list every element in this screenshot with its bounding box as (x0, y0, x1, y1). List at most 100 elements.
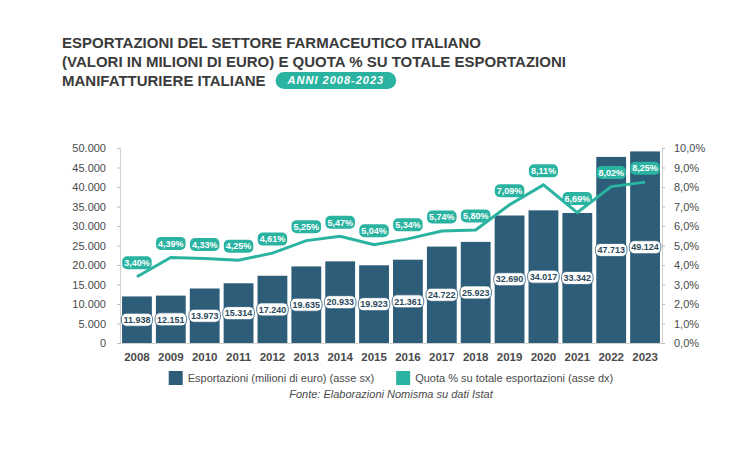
data-label: 5,80% (463, 211, 489, 221)
x-tick: 2012 (260, 343, 286, 363)
bar (529, 210, 559, 343)
line-label: 6,69% (563, 192, 593, 205)
data-label: 17.240 (259, 305, 287, 315)
y2-tick: 7,0% (662, 201, 699, 213)
data-label: 8,25% (632, 163, 658, 173)
bar (461, 242, 491, 343)
y-tick: 20.000 (72, 259, 120, 271)
data-label: 4,33% (192, 240, 218, 250)
bar (258, 276, 288, 343)
line-label: 8,11% (529, 164, 558, 177)
y-tick: 50.000 (72, 142, 120, 154)
y-tick-label: 30.000 (72, 220, 106, 232)
bar-label: 47.713 (595, 243, 627, 256)
y-tick: 0 (100, 337, 120, 349)
subtitle-background (276, 72, 397, 89)
data-label-background (156, 237, 186, 250)
bar (495, 216, 525, 343)
y2-tick-label: 3,0% (674, 279, 699, 291)
x-tick: 2019 (497, 343, 523, 363)
subtitle: ANNI 2008-2023 (287, 74, 385, 86)
x-axis: 2008200920102011201220132014201520162017… (121, 343, 663, 363)
data-label-background (393, 218, 423, 231)
data-label-background (595, 243, 627, 256)
data-label: 32.690 (496, 274, 524, 284)
y2-tick: 5,0% (662, 240, 699, 252)
y2-tick-mark (662, 265, 665, 266)
data-label-background (224, 240, 254, 253)
line-label: 8,02% (596, 166, 626, 179)
x-tick: 2014 (327, 343, 353, 363)
data-label: 33.342 (564, 273, 592, 283)
y-tick: 15.000 (72, 279, 120, 291)
y2-axis: 0,0%1,0%2,0%3,0%4,0%5,0%6,0%7,0%8,0%9,0%… (662, 142, 705, 349)
subtitle-badge: ANNI 2008-2023 (276, 72, 397, 89)
y2-tick: 1,0% (662, 318, 699, 330)
bar (122, 296, 152, 343)
x-tick-label: 2016 (395, 351, 421, 363)
bar-label: 13.973 (189, 309, 221, 322)
line-label: 4,39% (156, 237, 186, 250)
data-label-background (528, 270, 560, 283)
y2-tick-label: 2,0% (674, 298, 699, 310)
bar (630, 151, 660, 343)
y-tick-mark (117, 246, 120, 247)
x-tick: 2013 (294, 343, 320, 363)
data-label: 21.361 (394, 297, 422, 307)
x-tick: 2009 (158, 343, 184, 363)
data-label-background (426, 288, 458, 301)
y2-tick-label: 1,0% (674, 318, 699, 330)
x-tick-label: 2023 (632, 351, 658, 363)
y2-tick-label: 5,0% (674, 240, 699, 252)
x-tick: 2020 (531, 343, 557, 363)
x-tick: 2018 (463, 343, 489, 363)
data-label: 34.017 (530, 272, 558, 282)
y-tick-label: 20.000 (72, 259, 106, 271)
y-tick: 10.000 (72, 298, 120, 310)
data-label: 19.635 (293, 300, 321, 310)
data-label: 13.973 (191, 311, 219, 321)
y-tick-mark (117, 168, 120, 169)
y-tick-mark (117, 226, 120, 227)
data-label: 20.933 (326, 297, 354, 307)
bar-label: 11.938 (121, 313, 152, 326)
data-label-background (630, 162, 660, 175)
data-label-background (292, 220, 322, 233)
y-tick-mark (117, 265, 120, 266)
data-label: 19.923 (360, 299, 388, 309)
data-label-background (358, 298, 390, 311)
data-label: 7,09% (497, 186, 523, 196)
y-tick-label: 40.000 (72, 181, 106, 193)
bar (325, 261, 355, 343)
data-label: 8,11% (531, 166, 556, 176)
y2-tick-label: 4,0% (674, 259, 699, 271)
data-labels: 11.93812.15113.97315.31417.24019.63520.9… (121, 162, 660, 327)
bar-label: 19.923 (358, 298, 390, 311)
legend-label: Quota % su totale esportazioni (asse dx) (415, 372, 613, 384)
data-label-background (324, 296, 356, 309)
data-label-background (258, 233, 288, 246)
data-label: 5,04% (361, 226, 387, 236)
data-label: 8,02% (598, 168, 624, 178)
legend-label: Esportazioni (milioni di euro) (asse sx) (188, 372, 374, 384)
data-label-background (257, 303, 289, 316)
x-tick-label: 2009 (158, 351, 184, 363)
data-label: 4,61% (260, 234, 286, 244)
data-label-background (122, 256, 152, 269)
y-tick-mark (117, 304, 120, 305)
y-tick-label: 10.000 (72, 298, 106, 310)
bar (562, 213, 592, 343)
data-label-background (325, 216, 355, 229)
y-axis-line (120, 149, 121, 344)
x-tick-label: 2012 (260, 351, 286, 363)
legend-swatch (169, 371, 183, 385)
data-label-background (562, 271, 594, 284)
data-label-background (529, 164, 558, 177)
data-label-background (121, 313, 152, 326)
y-tick-label: 50.000 (72, 142, 106, 154)
x-tick-label: 2020 (531, 351, 557, 363)
data-label-background (359, 224, 389, 237)
y-tick-label: 15.000 (72, 279, 106, 291)
data-label: 25.923 (462, 288, 490, 298)
y2-tick-mark (662, 148, 665, 149)
